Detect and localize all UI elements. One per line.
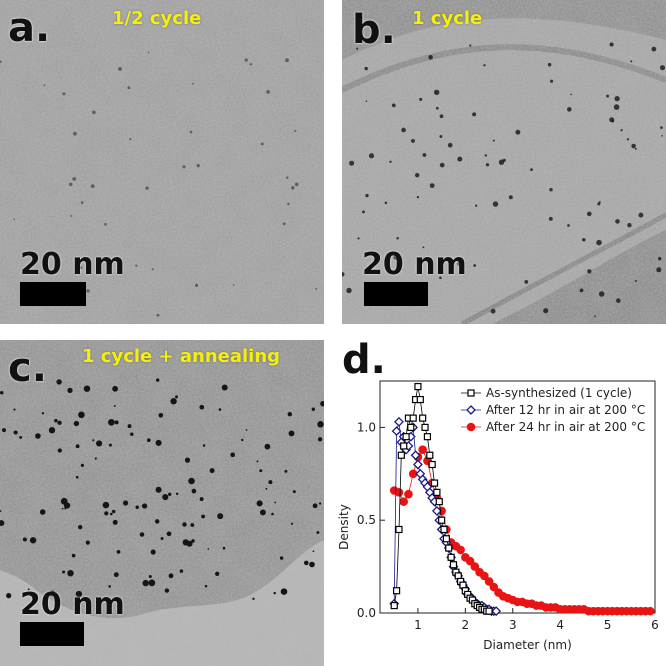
data-point <box>414 382 422 391</box>
series-line <box>394 448 651 612</box>
legend-marker <box>466 422 476 432</box>
data-point <box>435 498 443 506</box>
data-point <box>410 450 421 461</box>
scale-bar-label-c: 20 nm <box>20 587 125 622</box>
scale-bar-label-b: 20 nm <box>362 247 467 282</box>
data-point <box>423 433 432 441</box>
data-point <box>485 607 493 615</box>
data-point <box>394 488 404 497</box>
data-point <box>426 451 434 459</box>
condition-label-b: 1 cycle <box>412 8 483 29</box>
scale-bar-label-a: 20 nm <box>20 247 125 282</box>
panel-letter-b: b. <box>352 7 396 53</box>
panel-c: c. 1 cycle + annealing 20 nm <box>0 340 324 666</box>
data-point <box>447 553 455 561</box>
y-tick-label: 1.0 <box>357 420 376 434</box>
data-point <box>416 395 424 404</box>
data-point <box>456 545 465 555</box>
data-point <box>418 445 427 454</box>
scale-bar-a <box>20 282 86 306</box>
particles-b <box>342 42 666 318</box>
legend-label: As-synthesized (1 cycle) <box>486 386 632 400</box>
panel-letter-d: d. <box>342 337 386 383</box>
data-point <box>645 606 655 616</box>
data-point <box>394 416 404 427</box>
plot-frame <box>379 380 656 614</box>
data-point <box>392 587 401 595</box>
data-point <box>484 577 494 586</box>
data-point <box>449 561 458 569</box>
legend-marker <box>466 405 476 415</box>
data-point <box>445 544 453 552</box>
tem-image-b <box>342 0 666 324</box>
data-point <box>391 426 402 437</box>
y-tick-label: 0.5 <box>357 513 376 527</box>
data-point <box>419 414 427 422</box>
data-point <box>402 433 410 441</box>
tem-image-c <box>0 340 324 666</box>
data-point <box>404 489 413 499</box>
x-tick-label: 5 <box>604 618 612 632</box>
x-tick-label: 4 <box>556 618 564 632</box>
data-point <box>421 423 429 432</box>
x-tick-label: 3 <box>509 618 517 632</box>
data-point <box>465 556 475 566</box>
legend: As-synthesized (1 cycle) After 12 hr in a… <box>461 386 645 434</box>
particles-a <box>0 51 318 317</box>
data-point <box>438 516 446 524</box>
particles-c <box>0 378 324 600</box>
legend-label: After 12 hr in air at 200 °C <box>486 403 645 417</box>
data-point <box>397 451 405 459</box>
data-point <box>489 582 499 592</box>
data-point <box>480 571 489 581</box>
condition-label-c: 1 cycle + annealing <box>82 346 281 367</box>
data-point <box>491 606 502 617</box>
scale-bar-c <box>20 622 84 646</box>
panel-b: b. 1 cycle 20 nm <box>342 0 666 324</box>
panel-letter-a: a. <box>8 5 51 51</box>
size-distribution-chart: 1 2 3 4 5 6 0.0 0.5 1.0 Diameter (nm) Density As-sy… <box>337 380 659 652</box>
legend-label: After 24 hr in air at 200 °C <box>486 420 645 434</box>
data-point <box>413 459 423 470</box>
data-point <box>470 562 480 571</box>
panel-letter-c: c. <box>8 345 47 391</box>
x-tick-label: 6 <box>651 618 659 632</box>
data-point <box>400 442 408 450</box>
data-point <box>431 506 442 516</box>
y-axis-label: Density <box>337 504 351 550</box>
legend-marker <box>467 389 475 397</box>
data-point <box>430 479 439 487</box>
series-0 <box>390 382 493 615</box>
data-point <box>407 423 415 432</box>
panel-a: a. 1/2 cycle 20 nm <box>0 0 324 324</box>
data-point <box>399 497 409 506</box>
data-point <box>395 525 403 534</box>
data-point <box>409 414 417 422</box>
data-point <box>440 525 448 534</box>
x-axis-label: Diameter (nm) <box>483 638 572 652</box>
data-point <box>390 601 398 610</box>
x-tick-label: 1 <box>414 618 422 632</box>
tem-image-a <box>0 0 324 324</box>
scale-bar-b <box>364 282 428 306</box>
data-point <box>428 460 436 469</box>
data-point <box>442 535 450 543</box>
y-tick-label: 0.0 <box>357 606 376 620</box>
series-2 <box>389 445 655 616</box>
condition-label-a: 1/2 cycle <box>112 8 202 29</box>
x-tick-label: 2 <box>462 618 470 632</box>
data-point <box>433 488 441 496</box>
